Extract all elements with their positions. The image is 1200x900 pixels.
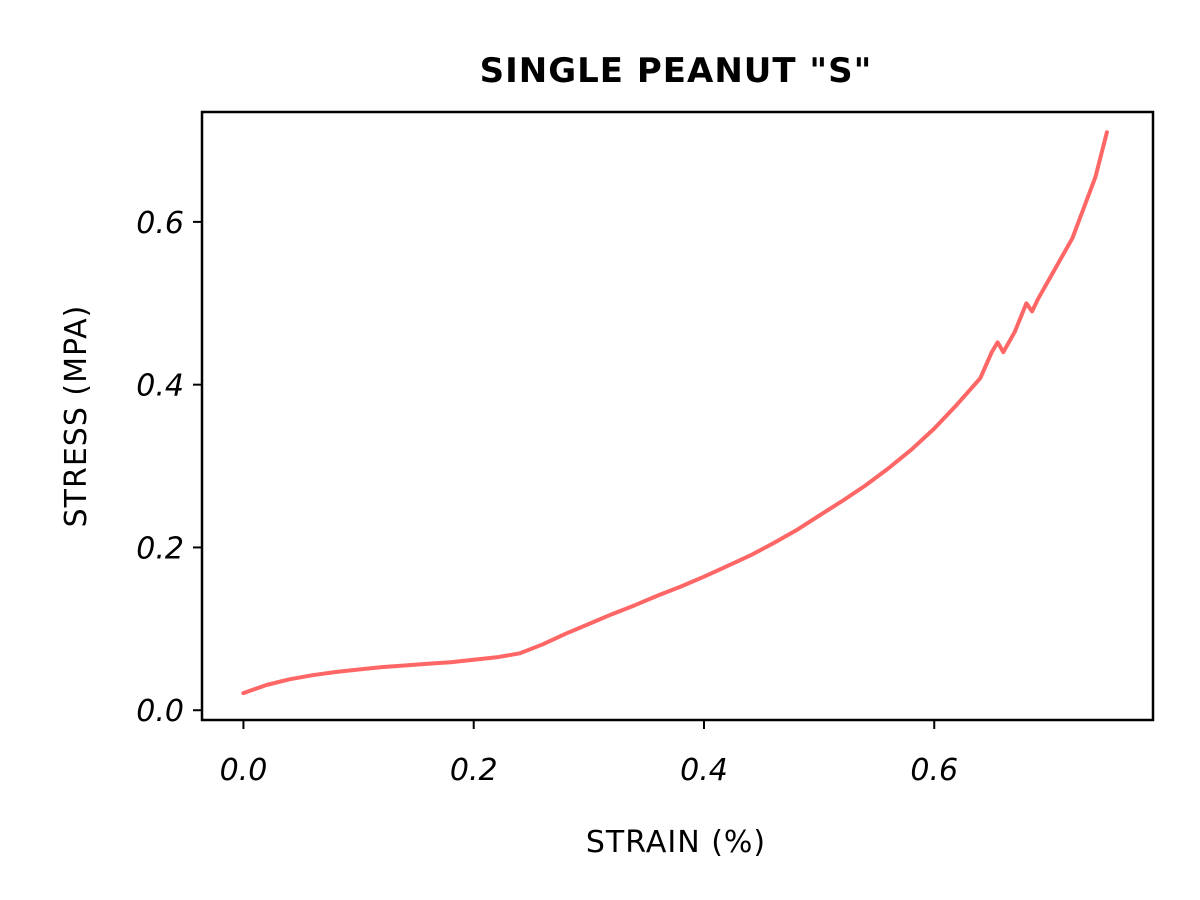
y-tick-label: 0.2 — [136, 531, 184, 566]
plot-frame — [200, 110, 1155, 722]
y-tick-label: 0.4 — [136, 369, 184, 404]
x-tick-label: 0.0 — [220, 753, 268, 788]
y-axis: 0.0 0.2 0.4 0.6 — [136, 206, 202, 729]
y-tick-label: 0.6 — [136, 206, 184, 241]
plot-area: 0.0 0.2 0.4 0.6 0.0 0.2 0.4 0.6 — [136, 110, 1155, 788]
x-axis-label: STRAIN (%) — [586, 825, 766, 860]
chart-title: SINGLE PEANUT "S" — [480, 51, 873, 91]
series-line — [241, 130, 1109, 696]
series-layer — [241, 130, 1109, 696]
x-tick-label: 0.6 — [910, 753, 958, 788]
x-tick-label: 0.4 — [680, 753, 728, 788]
y-tick-label: 0.0 — [136, 694, 184, 729]
x-tick-label: 0.2 — [450, 753, 498, 788]
y-axis-label: STRESS (MPA) — [59, 305, 94, 528]
x-axis: 0.0 0.2 0.4 0.6 — [220, 720, 958, 788]
